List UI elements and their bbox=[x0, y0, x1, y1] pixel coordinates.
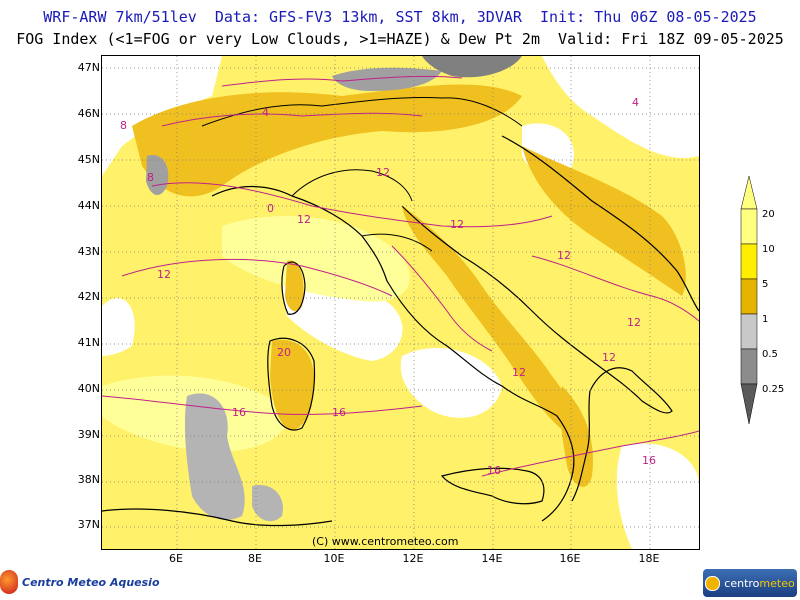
legend-label-20: 20 bbox=[762, 209, 775, 220]
coast-italy-west bbox=[211, 186, 575, 522]
logo-right-text-b: meteo bbox=[759, 576, 795, 590]
color-legend bbox=[740, 176, 758, 425]
lat-label-39: 39N bbox=[77, 428, 100, 441]
clear-area-east bbox=[542, 56, 699, 158]
lon-label-8e: 8E bbox=[248, 552, 262, 565]
lon-label-18e: 18E bbox=[638, 552, 660, 565]
contour-labels: 12 12 12 12 12 12 12 12 16 16 16 16 8 4 … bbox=[120, 96, 656, 477]
border-alps bbox=[201, 97, 523, 127]
coast-italy-east bbox=[401, 205, 673, 502]
contour-label-8b: 8 bbox=[120, 119, 127, 132]
contour-label-16d: 16 bbox=[642, 454, 656, 467]
contour-label-12a: 12 bbox=[297, 213, 311, 226]
legend-swatch-5 bbox=[740, 278, 758, 315]
legend-swatch-10 bbox=[740, 243, 758, 280]
coast-balkans bbox=[501, 135, 699, 312]
coast-sardinia bbox=[267, 337, 316, 431]
header-line-1: WRF-ARW 7km/51lev Data: GFS-FV3 13km, SS… bbox=[43, 8, 757, 26]
lat-label-46: 46N bbox=[77, 107, 100, 120]
legend-label-05: 0.5 bbox=[762, 349, 778, 360]
contour-label-16a: 16 bbox=[232, 406, 246, 419]
legend-arrow-top bbox=[740, 176, 758, 210]
contour-label-12d: 12 bbox=[157, 268, 171, 281]
lon-label-16e: 16E bbox=[559, 552, 581, 565]
legend-label-025: 0.25 bbox=[762, 384, 785, 395]
orange-apennines bbox=[402, 206, 576, 436]
legend-swatch-05 bbox=[740, 348, 758, 385]
contour-label-12c: 12 bbox=[450, 218, 464, 231]
borders bbox=[201, 97, 523, 252]
centro-meteo-aquesio-logo[interactable]: Centro Meteo Aquesio bbox=[0, 568, 160, 596]
lon-label-10e: 10E bbox=[323, 552, 345, 565]
contour-label-16b: 16 bbox=[332, 406, 346, 419]
centrometeo-logo[interactable]: centro meteo bbox=[703, 569, 797, 597]
fog-area-sicily-channel bbox=[184, 393, 245, 520]
contour-12-apennines bbox=[391, 245, 493, 352]
lat-label-43: 43N bbox=[77, 245, 100, 258]
lat-label-42: 42N bbox=[77, 290, 100, 303]
map-svg: 12 12 12 12 12 12 12 12 16 16 16 16 8 4 … bbox=[102, 56, 699, 549]
lon-label-6e: 6E bbox=[169, 552, 183, 565]
contour-16-south bbox=[102, 395, 423, 415]
fog-index-map: 12 12 12 12 12 12 12 12 16 16 16 16 8 4 … bbox=[101, 55, 700, 550]
logo-icon bbox=[0, 570, 18, 594]
orange-alps bbox=[132, 84, 522, 197]
fog-area-sicily-channel-2 bbox=[252, 485, 283, 522]
clear-area-sw bbox=[102, 298, 135, 356]
orange-balkans bbox=[522, 146, 686, 296]
border-region-2 bbox=[361, 233, 433, 252]
fog-area-westalps bbox=[146, 155, 169, 196]
contour-label-12h: 12 bbox=[512, 366, 526, 379]
contour-label-12b: 12 bbox=[376, 166, 390, 179]
clear-area-ionian bbox=[616, 443, 699, 549]
legend-swatch-1 bbox=[740, 313, 758, 350]
contour-label-4a: 4 bbox=[262, 106, 269, 119]
contour-12-adriatic bbox=[531, 255, 699, 322]
contour-label-12e: 12 bbox=[557, 249, 571, 262]
contour-4-alps bbox=[221, 75, 463, 87]
coast-sicily bbox=[440, 467, 545, 505]
legend-label-1: 1 bbox=[762, 314, 769, 325]
contour-label-8a: 8 bbox=[147, 171, 154, 184]
lon-label-12e: 12E bbox=[402, 552, 424, 565]
lat-label-37: 37N bbox=[77, 518, 100, 531]
header-line-2: FOG Index (<1=FOG or very Low Clouds, >1… bbox=[16, 30, 784, 48]
border-region-1 bbox=[291, 169, 413, 202]
orange-sardinia bbox=[270, 339, 314, 431]
contour-12-north bbox=[151, 182, 553, 228]
contour-label-4b: 4 bbox=[632, 96, 639, 109]
lon-label-14e: 14E bbox=[481, 552, 503, 565]
coastlines bbox=[102, 135, 699, 527]
fog-area-alps-1 bbox=[332, 67, 442, 91]
lat-label-47: 47N bbox=[77, 61, 100, 74]
contour-16-ionian bbox=[481, 430, 699, 477]
lat-label-44: 44N bbox=[77, 199, 100, 212]
contour-label-0a: 0 bbox=[267, 202, 274, 215]
lat-label-38: 38N bbox=[77, 473, 100, 486]
contour-12-tyrrhenian bbox=[121, 258, 393, 297]
legend-label-5: 5 bbox=[762, 279, 769, 290]
lat-label-41: 41N bbox=[77, 336, 100, 349]
contour-label-16c: 16 bbox=[487, 464, 501, 477]
contour-8-alps bbox=[161, 112, 423, 127]
logo-right-text-a: centro bbox=[724, 576, 760, 590]
contour-label-20a: 20 bbox=[277, 346, 291, 359]
orange-corsica bbox=[285, 260, 304, 312]
fog-area-alps-2 bbox=[422, 56, 522, 78]
contour-label-12f: 12 bbox=[627, 316, 641, 329]
lat-label-40: 40N bbox=[77, 382, 100, 395]
contour-label-12g: 12 bbox=[602, 351, 616, 364]
dewpoint-contours bbox=[102, 75, 699, 477]
logo-dot-icon bbox=[705, 575, 721, 591]
legend-arrow-bottom bbox=[740, 383, 758, 425]
legend-label-10: 10 bbox=[762, 244, 775, 255]
legend-swatch-20 bbox=[740, 208, 758, 245]
clear-area-tyrrhenian-2 bbox=[400, 347, 502, 418]
logo-left-text: Centro Meteo Aquesio bbox=[22, 575, 160, 589]
lat-label-45: 45N bbox=[77, 153, 100, 166]
coast-north-africa bbox=[102, 508, 333, 527]
copyright-text: (C) www.centrometeo.com bbox=[312, 535, 459, 548]
